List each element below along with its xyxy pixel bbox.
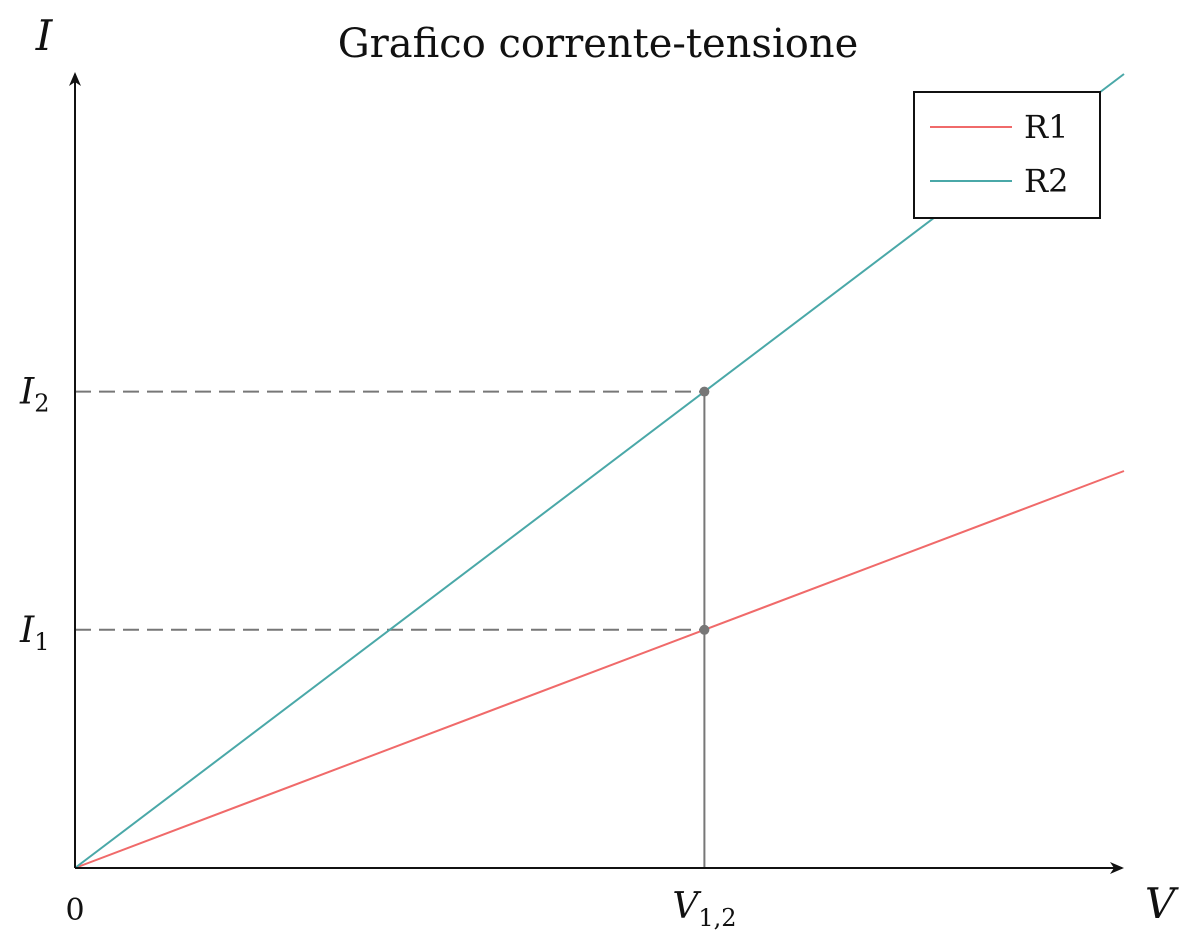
y-axis-label: I bbox=[35, 11, 54, 60]
x-tick-label-1: V1,2 bbox=[672, 886, 736, 932]
legend-box bbox=[913, 91, 1101, 219]
marker-points bbox=[699, 386, 710, 635]
series-line-r1 bbox=[74, 470, 1125, 869]
x-axis-label: V bbox=[1145, 879, 1179, 928]
chart-title: Grafico corrente-tensione bbox=[338, 21, 859, 67]
x-tick-labels: V1,2 bbox=[672, 886, 736, 932]
marker-point-2 bbox=[699, 386, 710, 397]
marker-point-1 bbox=[699, 624, 710, 635]
y-tick-labels: I1 I2 bbox=[19, 372, 50, 656]
legend-label-r2: R2 bbox=[1024, 162, 1068, 200]
y-tick-label-1: I1 bbox=[19, 610, 50, 656]
y-tick-label-2: I2 bbox=[19, 372, 50, 418]
legend-label-r1: R1 bbox=[1024, 108, 1068, 146]
origin-label: 0 bbox=[65, 893, 84, 928]
